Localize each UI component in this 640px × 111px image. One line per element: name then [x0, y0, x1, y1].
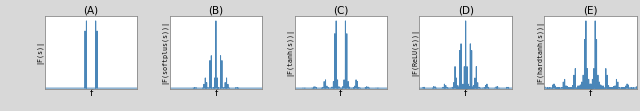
Y-axis label: |F(hardtanh(s))|: |F(hardtanh(s))| [536, 20, 543, 84]
Title: (D): (D) [458, 5, 474, 15]
X-axis label: f: f [339, 89, 342, 98]
X-axis label: f: f [90, 89, 93, 98]
X-axis label: f: f [589, 89, 592, 98]
Title: (C): (C) [333, 5, 349, 15]
Y-axis label: |F(softplus(s))|: |F(softplus(s))| [161, 20, 168, 84]
Y-axis label: |F(ReLU(s))|: |F(ReLU(s))| [411, 28, 418, 76]
Title: (B): (B) [209, 5, 223, 15]
Y-axis label: |F(s)|: |F(s)| [36, 40, 44, 64]
X-axis label: f: f [214, 89, 218, 98]
X-axis label: f: f [464, 89, 467, 98]
Y-axis label: |F(tanh(s))|: |F(tanh(s))| [286, 28, 293, 76]
Title: (A): (A) [83, 5, 99, 15]
Title: (E): (E) [583, 5, 598, 15]
